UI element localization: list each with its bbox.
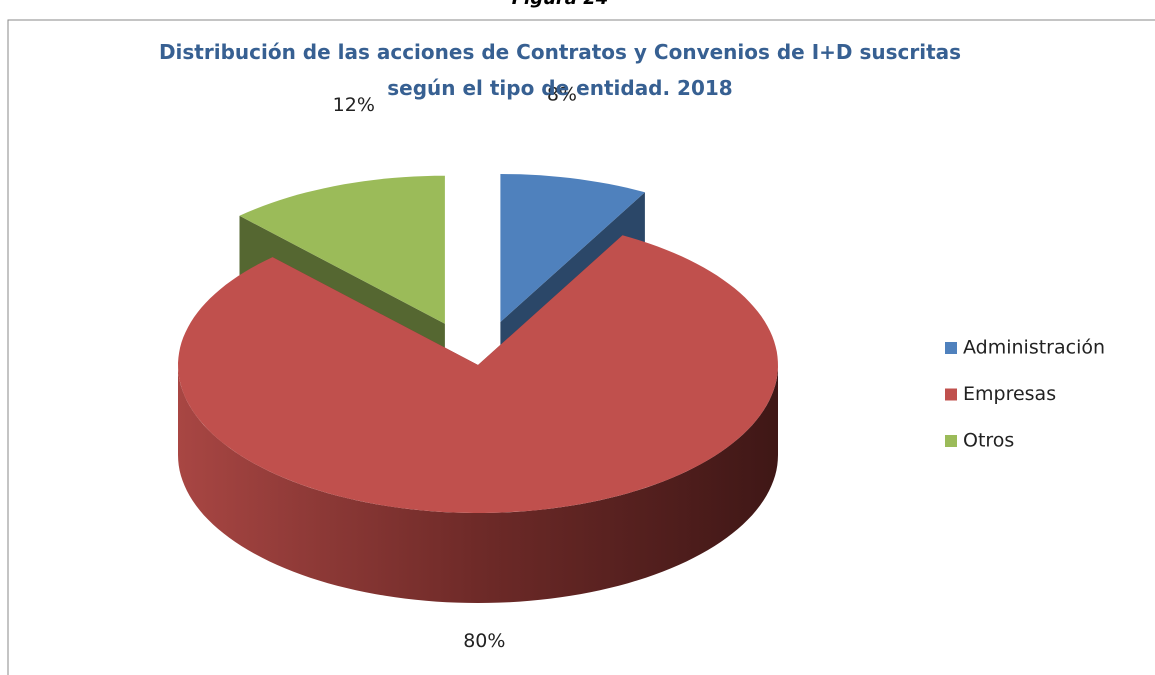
legend-label: Administración [963, 337, 1105, 359]
legend-label: Otros [963, 430, 1014, 452]
figure-caption: Figura 24 [0, 0, 1120, 9]
legend-swatch [945, 342, 957, 354]
data-label: 80% [463, 630, 505, 652]
slice [500, 174, 645, 322]
chart-title: Distribución de las acciones de Contrato… [158, 40, 962, 100]
chart-frame [7, 19, 1155, 675]
legend-swatch [945, 435, 957, 447]
data-label: 8% [547, 83, 577, 105]
slice [239, 175, 445, 324]
legend-swatch [945, 388, 957, 401]
legend-label: Empresas [963, 383, 1056, 405]
slice [178, 235, 778, 514]
data-label: 12% [333, 94, 375, 116]
slice-side [178, 365, 778, 603]
